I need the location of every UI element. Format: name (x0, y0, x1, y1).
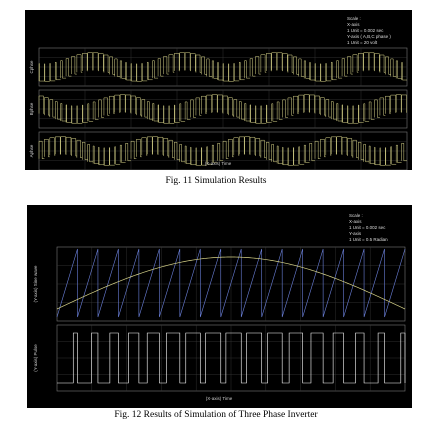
panel-label: Cphse (29, 60, 34, 74)
sawtooth-carrier (56, 248, 406, 318)
figure-11-scale-box: Scale : X-axis 1 Unit = 0.002 sec Y-axis… (347, 16, 391, 45)
phase-panel-aphse: Aphse (29, 131, 408, 170)
scale-line: X-axis (349, 219, 362, 224)
scale-line: 1 Unit = 0.5 Radian (349, 237, 388, 242)
figure-11-simulation-results: Scale : X-axis 1 Unit = 0.002 sec Y-axis… (25, 10, 412, 170)
scale-line: 1 Unit = 20 volt (347, 40, 378, 45)
panel-label: Bphse (29, 102, 34, 115)
figure-12-scale-box: Scale : X-axis 1 Unit = 0.002 sec Y-axis… (349, 213, 388, 242)
panel-label: (Y-axis) Sine wave (33, 265, 38, 303)
figure-11-plot: Scale : X-axis 1 Unit = 0.002 sec Y-axis… (29, 16, 408, 170)
scale-line: 1 Unit = 0.002 sec (347, 28, 384, 33)
scale-line: Scale : (349, 213, 363, 218)
scale-line: Y-axis (349, 231, 362, 236)
figure-12-plot: Scale : X-axis 1 Unit = 0.002 sec Y-axis… (33, 213, 406, 401)
scale-line: X-axis (347, 22, 360, 27)
sine-wave-panel: (Y-axis) Sine wave (33, 246, 406, 322)
spwm-waveform (38, 94, 407, 124)
panel-label: Aphse (29, 144, 34, 157)
spwm-waveform (38, 136, 407, 166)
scale-line: Scale : (347, 16, 361, 21)
figure-12-inverter-results: Scale : X-axis 1 Unit = 0.002 sec Y-axis… (27, 205, 412, 408)
pwm-pulse-train (57, 332, 406, 384)
scale-line: 1 Unit = 0.002 sec (349, 225, 386, 230)
sine-reference (56, 256, 406, 310)
phase-panel-bphse: Bphse (29, 89, 408, 129)
panel-label: (Y-axis) Pulse (33, 344, 38, 372)
pulse-panel: (Y-axis) Pulse (33, 324, 406, 392)
spwm-waveform (38, 52, 407, 82)
x-axis-label: (X-axis) Time (206, 396, 233, 401)
phase-panel-cphse: Cphse (29, 47, 408, 87)
scale-line: Y-axis ( A,B,C phase ) (347, 34, 391, 39)
figure-11-caption: Fig. 11 Simulation Results (165, 176, 267, 186)
figure-12-caption: Fig. 12 Results of Simulation of Three P… (114, 410, 318, 420)
x-axis-label: (X-axis) Time (205, 161, 232, 166)
